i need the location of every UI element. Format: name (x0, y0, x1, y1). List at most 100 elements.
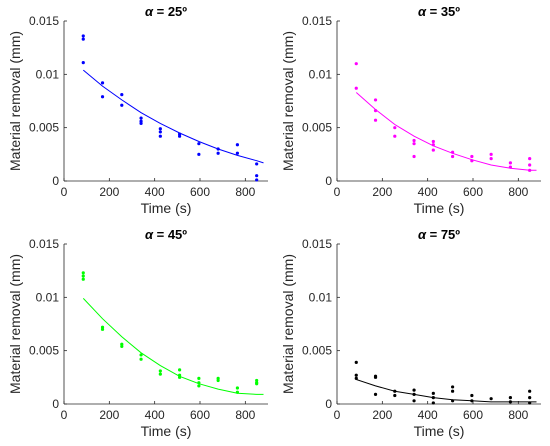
x-tick-label: 600 (463, 185, 483, 199)
x-tick-label: 0 (334, 408, 341, 422)
data-point (255, 178, 259, 182)
data-point (81, 61, 85, 65)
title-text: = 25º (153, 4, 187, 19)
data-point (255, 382, 259, 386)
y-tick-label: 0.005 (29, 121, 59, 135)
data-point (139, 353, 143, 357)
data-point (508, 161, 512, 165)
data-point (158, 130, 162, 134)
data-point (470, 393, 474, 398)
data-point (120, 344, 124, 348)
title-text: = 75º (426, 227, 460, 242)
y-tick-label: 0 (52, 397, 59, 411)
x-tick-label: 200 (372, 185, 392, 199)
data-point (451, 385, 455, 389)
data-point (255, 162, 259, 166)
data-point (158, 372, 162, 376)
data-point (81, 277, 85, 281)
data-point (489, 397, 493, 401)
data-point (354, 62, 358, 66)
data-point (158, 134, 162, 138)
x-tick-label: 400 (418, 408, 438, 422)
data-point (139, 121, 143, 125)
x-tick-label: 400 (418, 185, 438, 199)
data-point (528, 163, 532, 167)
data-point (412, 138, 416, 143)
x-tick-label: 800 (235, 185, 255, 199)
fit-curve (355, 92, 537, 171)
x-tick-label: 600 (463, 408, 483, 422)
chart-title: α = 75º (418, 227, 460, 242)
data-point (354, 360, 358, 364)
chart-panel-4: 0 200 400 600 800 0 0.005 0.01 0.015 α = 75º Time … (280, 227, 541, 439)
title-text: = 45º (153, 227, 187, 242)
x-tick-label: 200 (99, 185, 119, 199)
data-point (255, 174, 259, 178)
data-point (470, 154, 474, 159)
data-point (412, 399, 416, 403)
x-tick-label: 0 (334, 185, 341, 199)
data-point (393, 134, 397, 138)
fit-curve (356, 379, 537, 403)
chart-panel-3: 0 200 400 600 800 0 0.005 0.01 0.015 α = 45º Time … (7, 227, 268, 439)
data-point (451, 154, 455, 159)
data-point (373, 392, 378, 396)
y-axis-label: Material removal (mm) (280, 254, 296, 394)
data-point (354, 86, 358, 90)
y-axis-label: Material removal (mm) (7, 31, 23, 171)
y-tick-label: 0.005 (302, 121, 332, 135)
title-text: = 35º (426, 4, 460, 19)
x-tick-label: 0 (61, 185, 68, 199)
y-tick-label: 0 (325, 174, 332, 188)
data-point (373, 375, 378, 379)
data-point (235, 151, 239, 155)
data-point (373, 98, 378, 102)
data-point (81, 37, 85, 41)
data-point (489, 152, 493, 156)
x-tick-label: 0 (61, 408, 68, 422)
data-point (178, 134, 182, 138)
y-tick-label: 0 (325, 397, 332, 411)
chart-title: α = 35º (418, 4, 460, 19)
y-tick-label: 0.01 (36, 67, 60, 81)
data-point (120, 103, 124, 107)
data-point (489, 157, 493, 161)
data-point (100, 327, 105, 331)
title-symbol: α (145, 227, 154, 242)
y-tick-label: 0.01 (309, 67, 333, 81)
fit-curve (82, 298, 264, 395)
x-tick-label: 600 (190, 185, 210, 199)
data-point (235, 143, 239, 147)
chart-title: α = 25º (145, 4, 187, 19)
y-tick-label: 0.01 (36, 290, 60, 304)
data-point (528, 157, 532, 161)
x-tick-label: 200 (372, 408, 392, 422)
data-point (508, 396, 512, 400)
data-point (412, 388, 416, 392)
data-point (431, 148, 435, 152)
data-point (197, 142, 201, 146)
data-point (197, 384, 201, 388)
y-tick-label: 0.01 (309, 290, 333, 304)
data-point (451, 389, 455, 393)
x-tick-label: 600 (190, 408, 210, 422)
x-axis-label: Time (s) (141, 423, 192, 439)
data-point (81, 271, 85, 275)
x-tick-label: 800 (508, 408, 528, 422)
data-point (528, 389, 532, 393)
data-point (373, 118, 378, 122)
title-symbol: α (418, 4, 427, 19)
data-point (100, 81, 105, 85)
data-point (354, 373, 358, 377)
data-point (431, 139, 435, 144)
x-tick-label: 800 (508, 185, 528, 199)
data-point (528, 396, 532, 400)
data-point (431, 401, 435, 405)
y-tick-label: 0 (52, 174, 59, 188)
fit-curve (82, 69, 264, 164)
x-tick-label: 400 (145, 408, 165, 422)
chart-panel-1: 0 200 400 600 800 0 0.005 0.01 0.015 α = 25º Time … (7, 4, 268, 216)
data-point (216, 151, 220, 155)
y-tick-label: 0.015 (29, 237, 59, 251)
